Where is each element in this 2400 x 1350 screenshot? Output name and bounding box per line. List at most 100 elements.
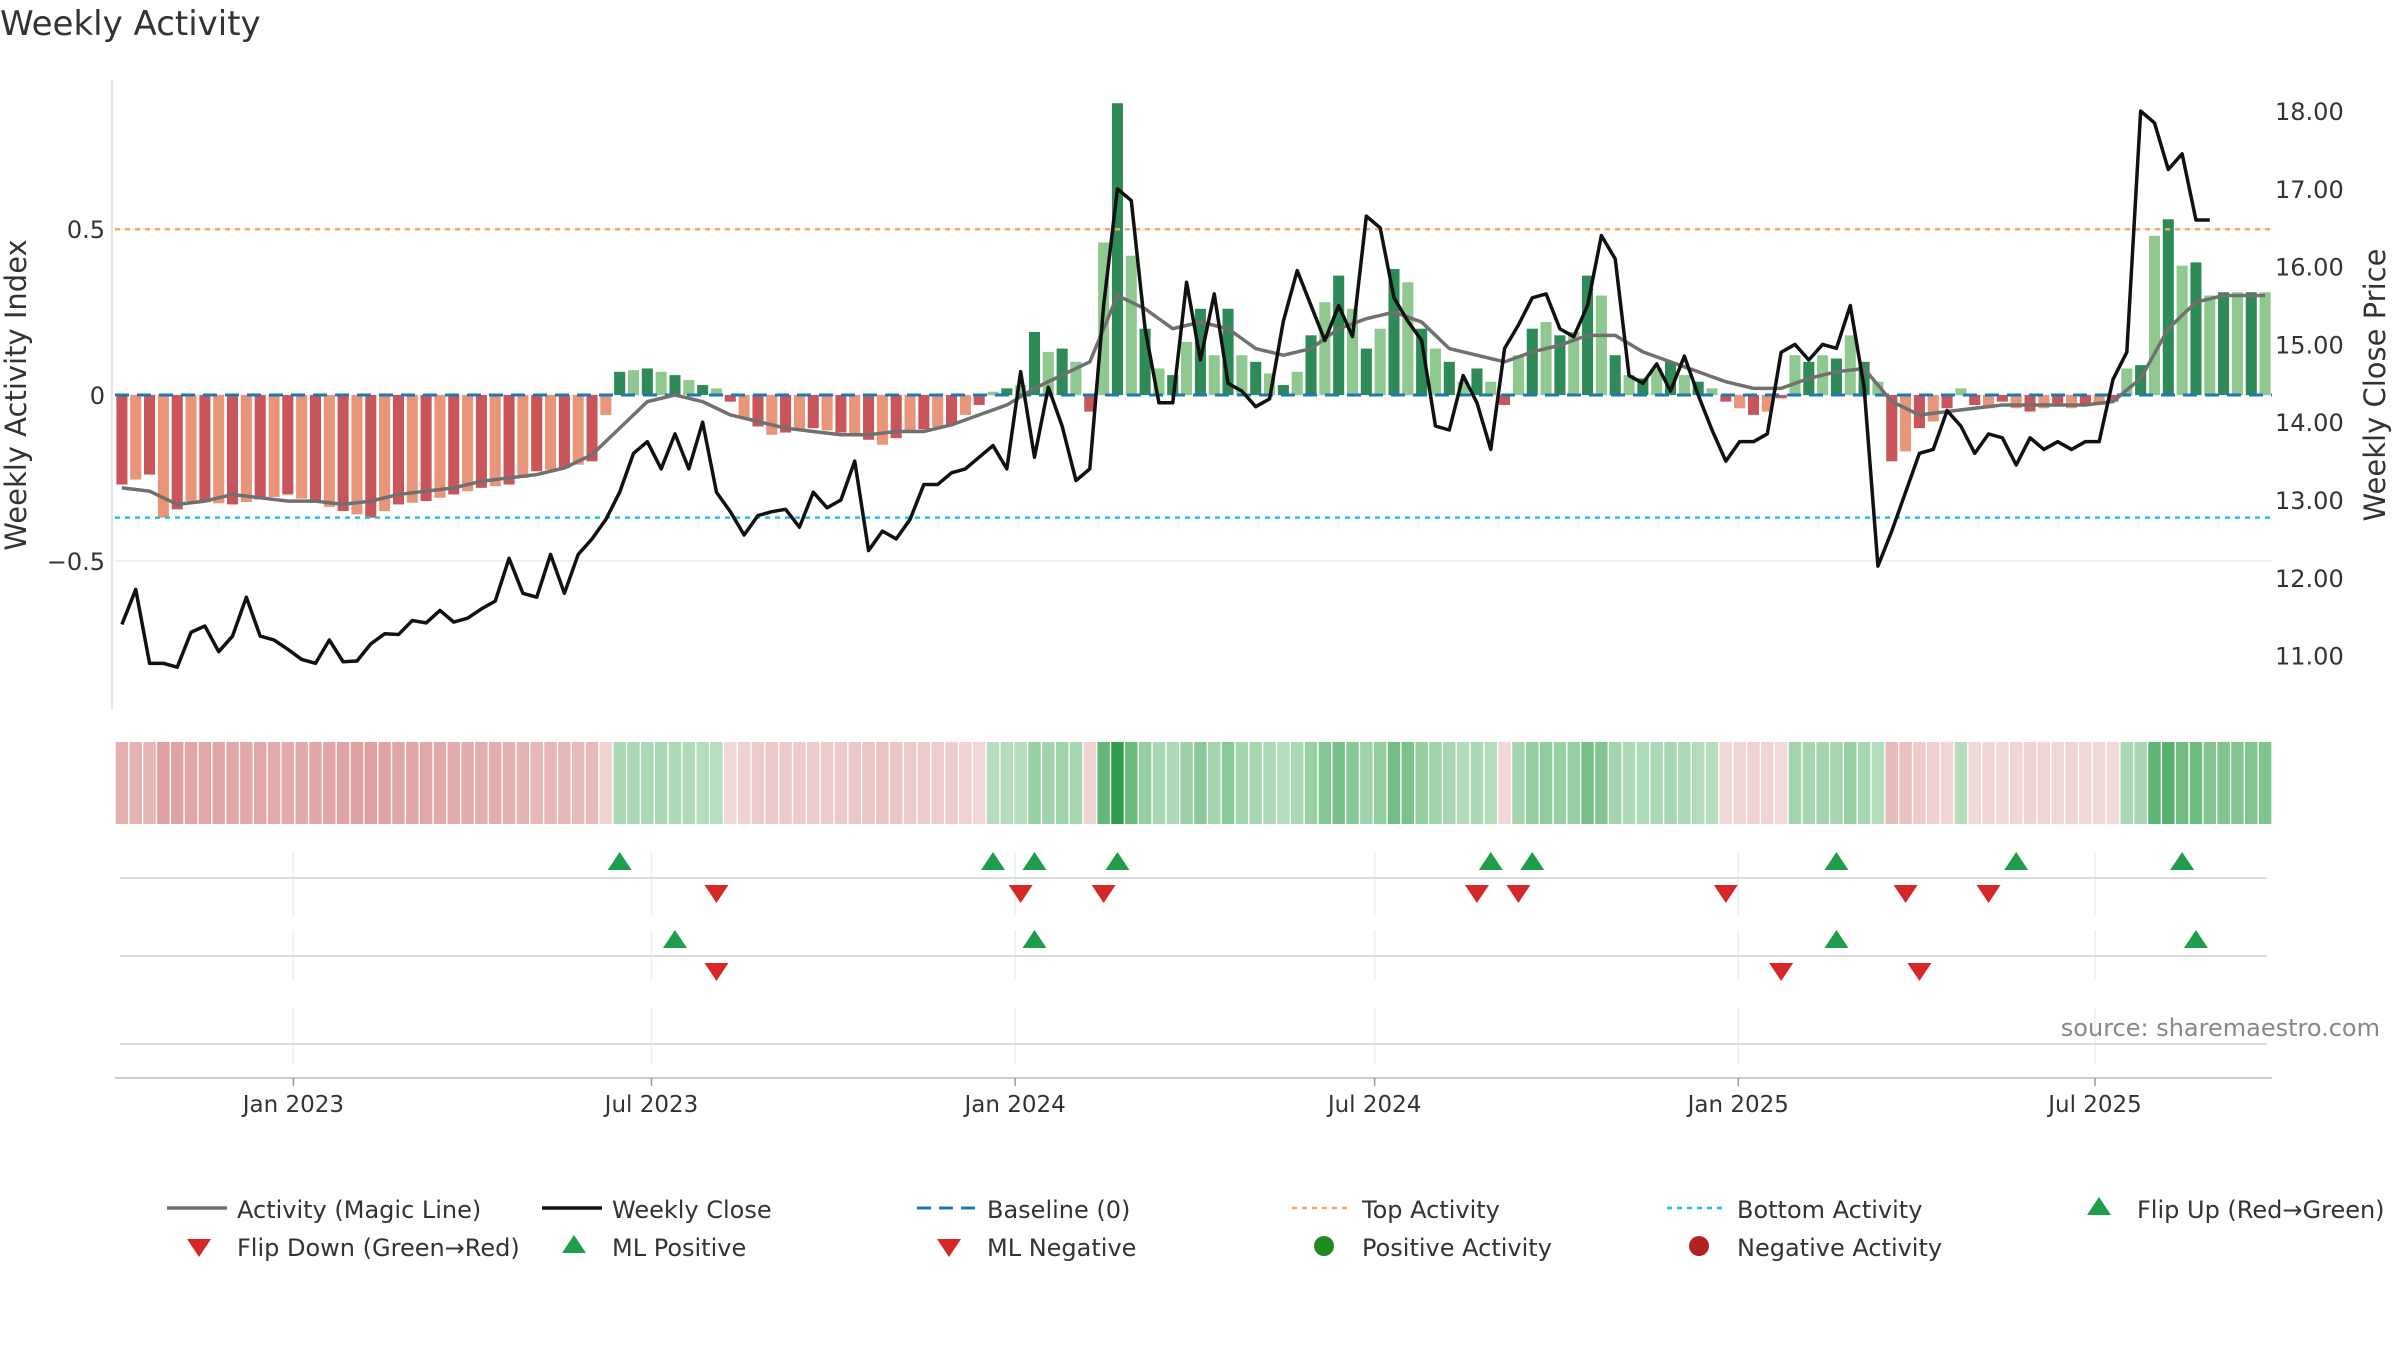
activity-bar (2231, 292, 2243, 395)
y2-tick-label: 14.00 (2275, 409, 2344, 437)
activity-bar (379, 395, 391, 512)
ml-negative-marker (1769, 963, 1794, 981)
activity-bar (614, 371, 626, 395)
activity-bar (2107, 395, 2119, 402)
heat-cell (641, 742, 654, 824)
activity-bar (1305, 335, 1317, 395)
heat-cell (378, 742, 391, 824)
heat-cell (668, 742, 682, 824)
activity-bar (2093, 395, 2105, 405)
activity-bar (1250, 361, 1262, 395)
activity-bar (1471, 368, 1483, 395)
heat-cell (931, 742, 944, 824)
activity-bar (835, 395, 847, 433)
heat-cell (2079, 742, 2092, 824)
heat-cell (1498, 742, 1511, 824)
heat-cell (1636, 742, 1650, 824)
legend-item-label: Bottom Activity (1737, 1196, 1923, 1224)
heat-cell (1484, 742, 1498, 824)
heat-cell (1138, 742, 1152, 824)
heat-cell (1083, 742, 1097, 824)
heat-cell (1940, 742, 1954, 824)
heat-cell (876, 742, 889, 824)
activity-bar (199, 395, 211, 503)
heat-cell (1055, 742, 1069, 824)
activity-bar (572, 395, 584, 465)
heat-cell (1844, 742, 1857, 824)
heat-cell (295, 742, 308, 824)
heat-cell (1166, 742, 1179, 824)
activity-bar (420, 395, 432, 502)
activity-bar (351, 395, 363, 515)
heat-cell (1954, 742, 1968, 824)
activity-bar (1969, 395, 1981, 405)
heat-cell (240, 742, 253, 824)
heat-cell (696, 742, 709, 824)
activity-bar (2190, 262, 2202, 395)
heat-cell (2189, 742, 2203, 824)
heat-cell (1927, 742, 1940, 824)
heat-cell (226, 742, 239, 824)
activity-bar (1167, 375, 1179, 395)
heat-cell (820, 742, 834, 824)
activity-bar (1609, 355, 1621, 395)
legend-item-label: ML Negative (987, 1234, 1137, 1262)
activity-bar (1983, 395, 1995, 409)
y2-tick-label: 11.00 (2275, 643, 2344, 671)
flip-up-marker (1105, 852, 1130, 870)
activity-bar (503, 395, 515, 485)
y-axis-right: 18.00 17.00 16.00 15.00 14.00 13.00 12.00 11.00… (2275, 98, 2392, 670)
ml-positive-marker (662, 930, 687, 948)
activity-bar (1761, 395, 1773, 412)
heat-cell (1290, 742, 1304, 824)
heat-cell (848, 742, 861, 824)
activity-bar (323, 395, 335, 507)
activity-bar (683, 380, 695, 395)
heat-cell (406, 742, 419, 824)
heat-cell (834, 742, 848, 824)
heat-cell (1180, 742, 1193, 824)
heat-cell (1069, 742, 1083, 824)
heat-cell (1982, 742, 1995, 824)
heat-cell (1208, 742, 1221, 824)
heat-cell (627, 742, 640, 824)
x-axis: Jan 2023 Jul 2023 Jan 2024 Jul 2024 Jan 2025… (115, 1077, 2272, 1118)
heat-cell (1705, 742, 1719, 824)
activity-bar (1056, 348, 1068, 395)
activity-bar (1747, 395, 1760, 415)
heat-cell (1456, 742, 1470, 824)
activity-bar (392, 395, 404, 505)
heat-cell (516, 742, 530, 824)
flip-up-marker (1520, 852, 1545, 870)
activity-bar (1872, 381, 1884, 395)
heat-cell (1443, 742, 1456, 824)
heat-cell (2258, 742, 2272, 824)
heat-cell (571, 742, 585, 824)
flip-down-marker (1506, 885, 1531, 903)
activity-bar (296, 395, 308, 499)
x-tick-label: Jul 2023 (603, 1092, 699, 1118)
activity-bar (462, 395, 474, 492)
x-tick-label: Jul 2024 (1326, 1092, 1422, 1118)
heat-cell (903, 742, 917, 824)
activity-bar (475, 395, 487, 488)
activity-bar (2010, 395, 2022, 409)
legend-item-label: Activity (Magic Line) (237, 1196, 482, 1224)
heat-cell (986, 742, 1000, 824)
activity-bar (1913, 395, 1925, 429)
flip-up-marker (2004, 852, 2029, 870)
activity-bar (1485, 381, 1497, 395)
heat-cell (558, 742, 571, 824)
legend-triangle-down (187, 1239, 211, 1257)
activity-bar (1333, 275, 1345, 395)
legend-symbol-line-black (542, 1206, 602, 1210)
heat-cell (2217, 742, 2230, 824)
activity-bar (144, 395, 156, 475)
x-tick-label: Jul 2025 (2046, 1092, 2142, 1118)
activity-bar (1236, 355, 1248, 395)
activity-bar (309, 395, 322, 503)
heat-cell (1553, 742, 1567, 824)
activity-bar (2148, 235, 2161, 395)
heat-cell (447, 742, 460, 824)
heat-cell (1028, 742, 1041, 824)
